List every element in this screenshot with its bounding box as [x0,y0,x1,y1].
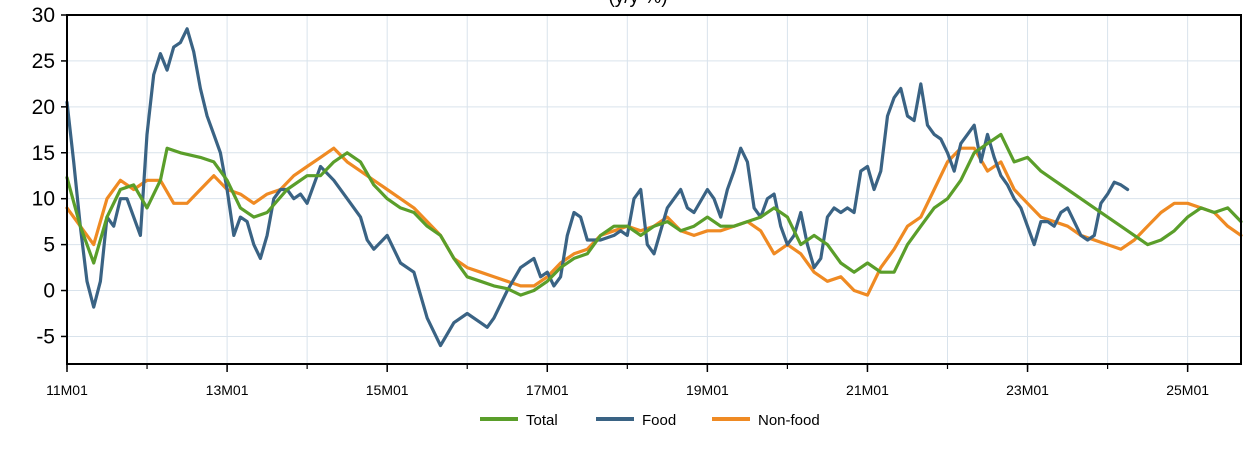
x-tick-label: 21M01 [846,382,889,398]
legend-label-food: Food [642,412,676,429]
y-tick-label: 10 [32,188,55,211]
y-axis: -5 0 5 10 15 20 25 30 [32,4,67,348]
x-tick-label: 23M01 [1006,382,1049,398]
x-tick-label: 15M01 [366,382,409,398]
x-tick-label: 25M01 [1166,382,1209,398]
x-axis: 11M01 13M01 15M01 17M01 19M01 21M01 23M01 25M01 [46,364,1209,398]
x-tick-label: 17M01 [526,382,569,398]
legend: Total Food Non-food [480,412,820,429]
y-tick-label: 5 [43,234,55,257]
y-tick-label: 30 [32,4,55,27]
x-tick-label: 11M01 [46,382,88,398]
series-lines [65,27,1243,348]
x-tick-label: 19M01 [686,382,729,398]
series-line-food [65,27,1130,348]
y-tick-label: 20 [32,96,55,119]
y-tick-label: 0 [43,280,55,303]
series-line-non-food [65,146,1243,297]
x-tick-label: 13M01 [206,382,249,398]
y-tick-label: -5 [36,325,55,348]
y-tick-label: 25 [32,50,55,73]
y-tick-label: 15 [32,142,55,165]
plot-frame [66,14,1242,365]
chart-title: (y/y %) [608,0,667,8]
legend-label-total: Total [526,412,558,429]
legend-label-non-food: Non-food [758,412,820,429]
series-line-total [65,132,1243,297]
